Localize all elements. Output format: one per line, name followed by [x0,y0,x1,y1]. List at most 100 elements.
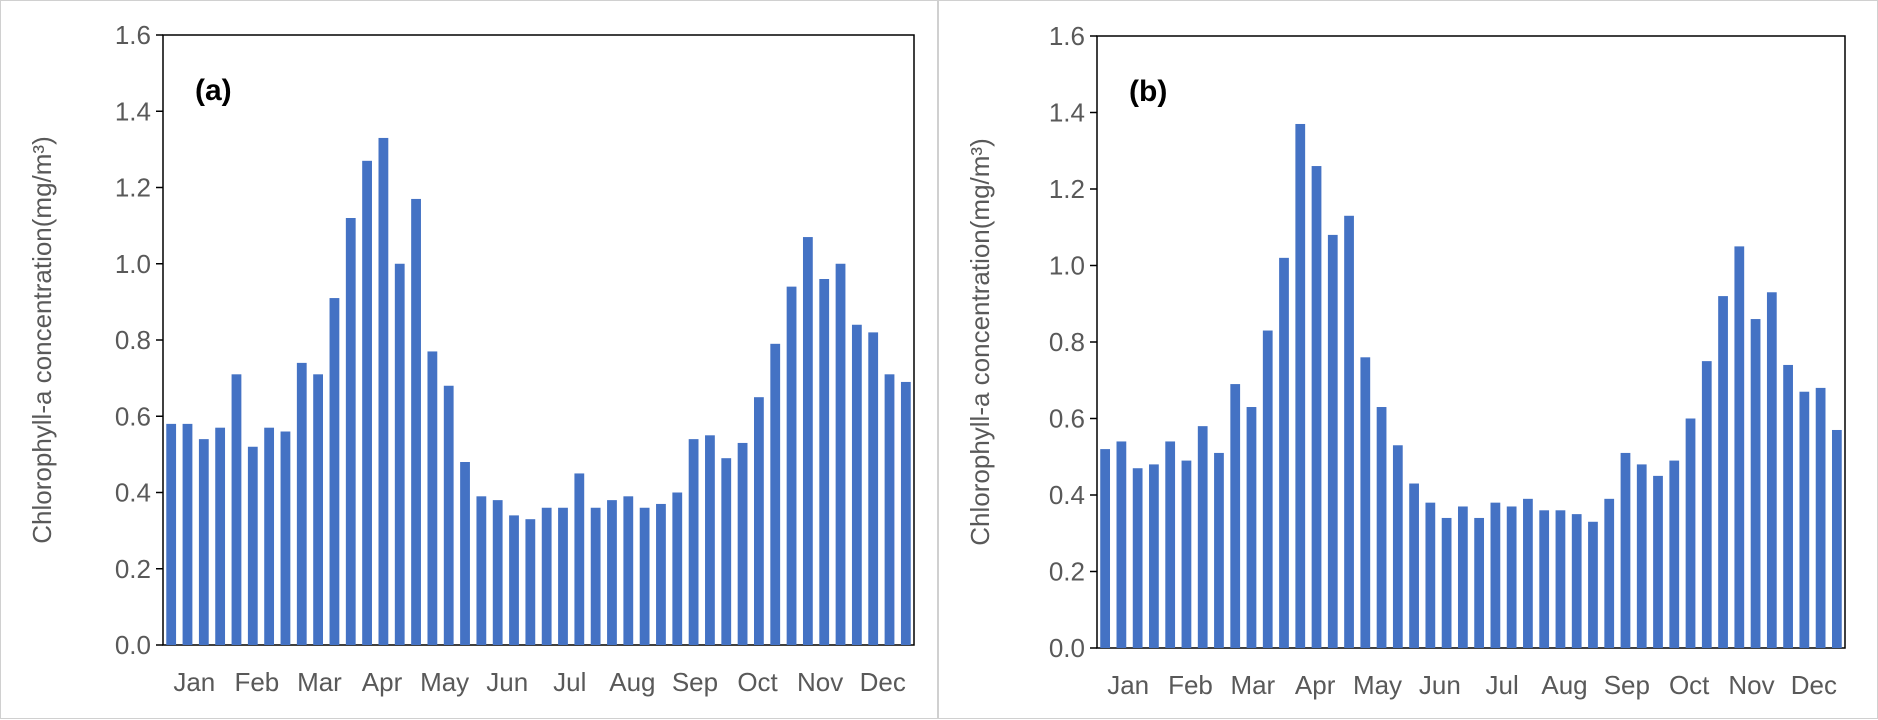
bar [1392,445,1403,648]
x-tick-label: May [420,667,469,697]
x-tick-label: Aug [609,667,655,697]
bar [737,442,748,645]
x-tick-label: Jun [1419,670,1461,700]
y-tick-label: 0.2 [1049,557,1085,587]
plot-area-frame [162,34,915,646]
bar [1230,384,1241,648]
y-tick-label: 1.0 [115,249,151,279]
chart-panel-a: 0.0 0.2 0.4 0.6 0.8 1.0 1.2 1.4 1.6 Chlorophyll-a… [0,0,938,719]
y-tick-label: 0.2 [115,554,151,584]
bar [623,496,634,645]
y-tick-label: 0.0 [1049,633,1085,663]
y-tick-label: 0.6 [115,401,151,431]
bar [1506,506,1517,648]
bar [868,332,879,646]
y-tick-label: 1.4 [115,96,151,126]
panel-label: (a) [195,74,232,107]
bar [1474,517,1485,648]
x-tick-label: Apr [362,667,403,697]
bar [1734,246,1745,649]
bar [1653,475,1663,649]
bar [231,374,242,645]
y-tick-label: 1.6 [1049,21,1085,51]
bar [1327,234,1338,648]
bar [672,492,683,645]
panel-label: (b) [1129,75,1167,108]
y-tick-label: 1.6 [115,20,151,50]
chart-b-svg: 0.0 0.2 0.4 0.6 0.8 1.0 1.2 1.4 1.6 Chlorophyll-a… [965,21,1846,700]
bar [1636,464,1647,648]
bar [1783,364,1793,648]
bar [607,500,617,646]
bar [329,298,340,645]
bar [1718,296,1728,648]
x-tick-label: Oct [1669,670,1710,700]
x-tick-label: Sep [672,667,718,697]
bar [166,423,177,646]
bar [1246,407,1257,648]
bar [476,496,487,645]
bar [835,263,846,645]
bar [1539,510,1550,648]
x-tick-label: Mar [297,667,342,697]
bar [1376,407,1387,648]
bar [1214,452,1224,648]
bar [362,160,372,645]
y-tick-label: 0.4 [1049,480,1085,510]
bar [1588,521,1598,648]
bar [705,435,715,645]
bar [1197,426,1208,648]
x-tick-label: Jul [1486,670,1519,700]
bar [819,279,830,645]
x-tick-label: Dec [860,667,906,697]
bar [851,324,862,645]
x-tick-label: Jun [486,667,528,697]
bar [1457,506,1468,648]
x-tick-label: Jan [1107,670,1149,700]
bar [1100,449,1111,648]
bar [1766,292,1777,648]
bar [688,439,699,646]
bar [1165,441,1176,648]
x-tick-label: Oct [737,667,778,697]
bar [1669,460,1680,648]
bar [639,507,650,645]
x-tick-label: Jul [553,667,586,697]
bar [1685,418,1696,648]
bar [1311,166,1322,649]
y-axis-title: Chlorophyll-a concentration(mg/m³) [27,136,57,543]
y-tick-label: 1.4 [1049,98,1085,128]
bar [215,427,226,645]
x-tick-label: Nov [797,667,843,697]
bar [558,507,568,645]
chart-panel-b: 0.0 0.2 0.4 0.6 0.8 1.0 1.2 1.4 1.6 Chlorophyll-a… [938,0,1878,719]
bar [411,198,421,645]
x-tick-label: Aug [1541,670,1587,700]
bar [1262,330,1273,648]
bar [1701,361,1712,649]
bar [656,503,666,645]
bar [1490,502,1501,648]
bar [460,462,470,645]
bar [525,519,536,645]
y-tick-label: 0.0 [115,630,151,660]
bar [1815,387,1826,648]
bar [247,446,258,645]
bar [1116,441,1127,648]
bar [394,263,405,645]
bar [1799,391,1810,648]
bar [1750,319,1761,648]
bar [802,237,813,645]
y-tick-label: 0.8 [115,325,151,355]
bar [1441,517,1452,648]
bar [1149,464,1159,648]
bar [1360,357,1371,648]
chart-a-svg: 0.0 0.2 0.4 0.6 0.8 1.0 1.2 1.4 1.6 Chlorophyll-a… [27,20,915,697]
bar [754,397,764,645]
bar [770,343,781,645]
y-tick-label: 1.0 [1049,251,1085,281]
bar [1425,502,1436,648]
bar [492,500,503,646]
bar [1409,483,1419,648]
